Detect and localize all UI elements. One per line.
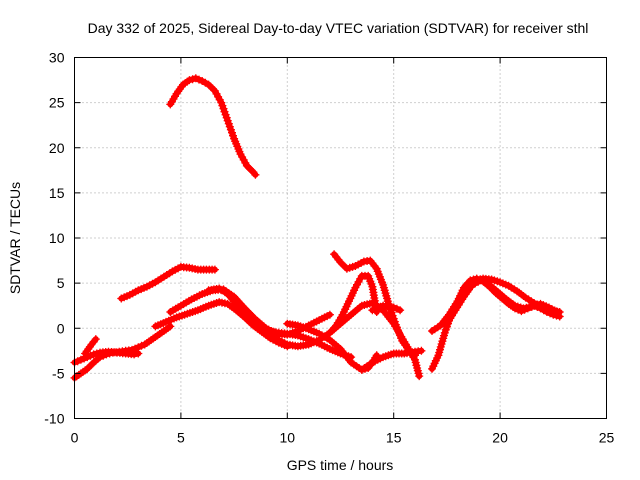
y-tick-label: -10 (44, 411, 64, 427)
y-axis-label: SDTVAR / TECUs (7, 182, 23, 294)
y-tick-label: 30 (49, 50, 65, 66)
series-markers (325, 271, 381, 337)
series-markers (166, 74, 260, 179)
series-markers (442, 276, 562, 328)
series-arc-p (442, 276, 562, 328)
x-axis-label: GPS time / hours (287, 457, 394, 473)
series-arc-m (368, 301, 405, 315)
y-tick-label: 5 (57, 275, 65, 291)
series-arc-j (330, 250, 419, 360)
series-markers (330, 250, 419, 360)
y-tick-label: 20 (49, 140, 65, 156)
x-tick-label: 5 (177, 430, 185, 446)
series-markers (151, 298, 292, 351)
series-markers (357, 346, 426, 374)
x-tick-label: 25 (599, 430, 615, 446)
grid-lines (74, 57, 607, 419)
chart-title: Day 332 of 2025, Sidereal Day-to-day VTE… (88, 20, 589, 36)
y-tick-label: 10 (49, 230, 65, 246)
series-arc-d (81, 335, 100, 358)
series-arc-a (117, 262, 219, 303)
y-tick-label: 0 (57, 320, 65, 336)
y-tick-label: -5 (52, 365, 65, 381)
series-markers (81, 335, 100, 358)
series-arc-l (357, 346, 426, 374)
series-markers (204, 284, 356, 362)
axis-ticks: 0 5 10 15 20 25 -10 -5 0 5 10 15 20 25 30 (44, 50, 614, 446)
x-tick-label: 10 (280, 430, 296, 446)
data-series (70, 74, 564, 382)
series-arc-k (325, 271, 381, 337)
series-arc-peak (166, 74, 260, 179)
series-markers (117, 262, 219, 303)
y-tick-label: 25 (49, 95, 65, 111)
series-arc-g (204, 284, 356, 362)
y-tick-label: 15 (49, 185, 65, 201)
x-tick-label: 20 (492, 430, 508, 446)
series-arc-e (151, 298, 292, 351)
series-markers (368, 301, 405, 315)
x-tick-label: 0 (71, 430, 79, 446)
x-tick-label: 15 (386, 430, 402, 446)
